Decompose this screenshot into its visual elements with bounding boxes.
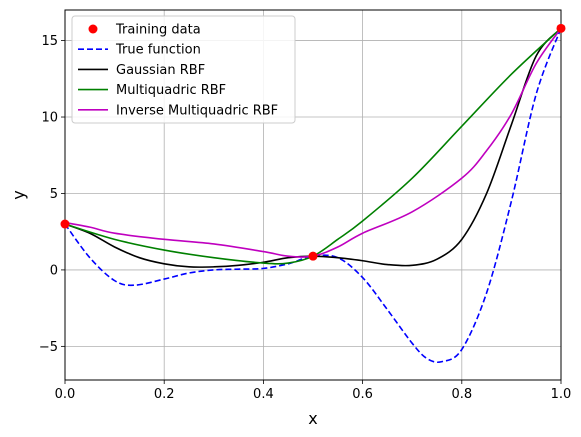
ticks: 0.0 0.2 0.4 0.6 0.8 1.0 −5 0 5 10 15 bbox=[39, 34, 572, 402]
y-tick-label: 0 bbox=[50, 263, 58, 278]
x-tick-label: 1.0 bbox=[551, 387, 572, 402]
marker-layer bbox=[60, 23, 566, 261]
data-point-training-data bbox=[60, 219, 70, 229]
legend-box bbox=[71, 15, 296, 124]
legend-label: Inverse Multiquadric RBF bbox=[116, 103, 278, 118]
legend-label: Training data bbox=[115, 23, 201, 38]
x-axis-label: x bbox=[308, 409, 317, 428]
legend: Training data True function Gaussian RBF Mu… bbox=[71, 15, 296, 124]
x-tick-label: 0.6 bbox=[352, 387, 373, 402]
y-tick-label: 5 bbox=[50, 187, 58, 202]
data-point-training-data bbox=[308, 251, 318, 261]
legend-label: True function bbox=[115, 43, 201, 58]
x-tick-label: 0.4 bbox=[253, 387, 274, 402]
x-tick-label: 0.2 bbox=[154, 387, 175, 402]
data-point-training-data bbox=[556, 23, 566, 33]
y-tick-label: 10 bbox=[41, 111, 58, 126]
legend-label: Multiquadric RBF bbox=[116, 83, 226, 98]
legend-label: Gaussian RBF bbox=[116, 63, 205, 78]
axes-frame bbox=[64, 9, 562, 381]
x-tick-label: 0.0 bbox=[55, 387, 76, 402]
legend-marker bbox=[88, 24, 98, 34]
y-tick-label: 15 bbox=[41, 34, 58, 49]
x-tick-label: 0.8 bbox=[451, 387, 472, 402]
series-line-true-function bbox=[65, 28, 561, 364]
series-line-inverse-multiquadric-rbf bbox=[65, 27, 561, 258]
y-axis-label: y bbox=[9, 190, 28, 199]
y-tick-label: −5 bbox=[39, 340, 58, 355]
